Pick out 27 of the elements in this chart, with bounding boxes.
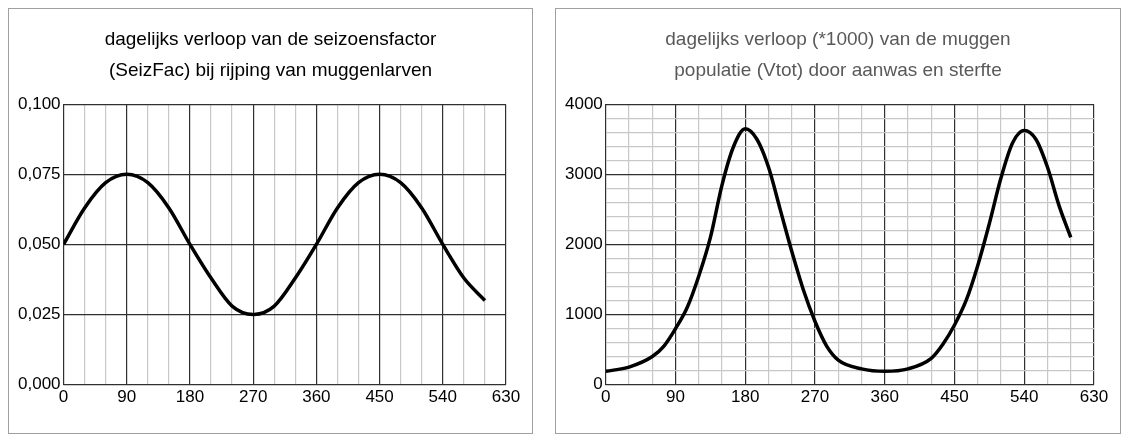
y-tick-label: 0 <box>593 374 603 394</box>
x-tick-label: 450 <box>365 387 394 407</box>
y-tick-label: 3000 <box>564 163 603 183</box>
y-tick-label: 1000 <box>564 304 603 324</box>
line-series <box>605 126 1073 374</box>
chart-title: dagelijks verloop van de seizoensfactor (SeizFac) bij rijping van muggenlarven <box>103 27 438 82</box>
x-tick-label: 90 <box>666 387 686 407</box>
x-tick-label: 540 <box>428 387 457 407</box>
x-tick-label: 540 <box>1010 387 1039 407</box>
y-tick-label: 0,075 <box>17 163 61 183</box>
x-tick-label: 90 <box>117 387 137 407</box>
y-tick-label: 0,050 <box>17 234 61 254</box>
x-tick-label: 270 <box>238 387 268 407</box>
y-tick-label: 0,025 <box>17 304 61 324</box>
x-tick-label: 360 <box>870 387 899 407</box>
chart-title: dagelijks verloop (*1000) van de muggen populatie (Vtot) door aanwas en sterfte <box>664 27 1012 82</box>
y-tick-label: 2000 <box>564 234 603 254</box>
x-tick-label: 630 <box>1079 387 1109 407</box>
x-tick-label: 630 <box>491 387 521 407</box>
x-tick-label: 360 <box>302 387 331 407</box>
x-tick-label: 270 <box>800 387 830 407</box>
x-tick-label: 180 <box>731 387 760 407</box>
y-tick-label: 4000 <box>564 93 603 113</box>
line-series <box>63 172 487 317</box>
x-tick-label: 180 <box>175 387 205 407</box>
y-tick-label: 0,100 <box>17 93 61 113</box>
x-tick-label: 450 <box>940 387 969 407</box>
